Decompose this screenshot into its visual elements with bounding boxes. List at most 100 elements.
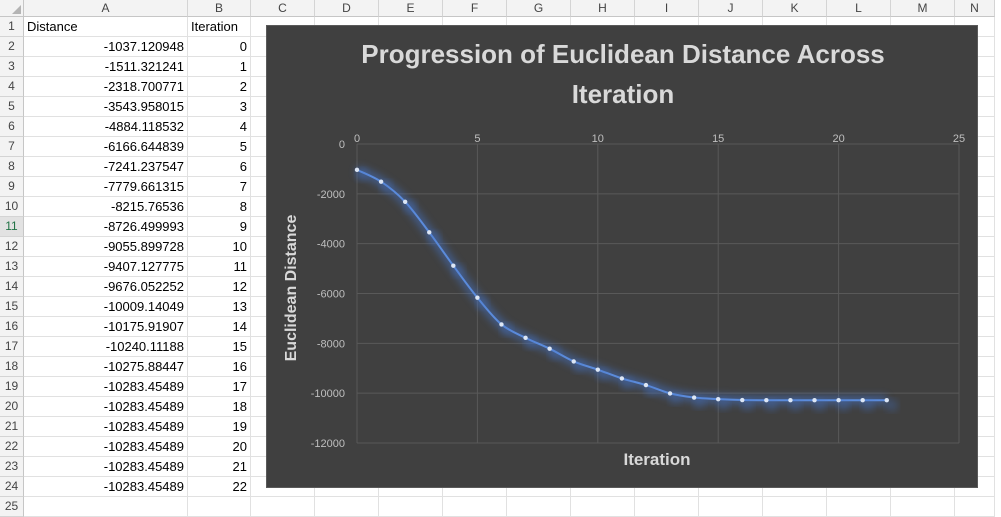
row-header-1[interactable]: 1 [0, 17, 24, 37]
chart-title[interactable]: Progression of Euclidean Distance Across… [361, 39, 885, 109]
cell-a9[interactable]: -7779.661315 [24, 177, 188, 197]
row-header-24[interactable]: 24 [0, 477, 24, 497]
data-point[interactable] [402, 199, 408, 204]
row-header-11[interactable]: 11 [0, 217, 24, 237]
cell-b9[interactable]: 7 [188, 177, 251, 197]
row-header-20[interactable]: 20 [0, 397, 24, 417]
cell-b23[interactable]: 21 [188, 457, 251, 477]
cell-e25[interactable] [379, 497, 443, 517]
row-header-2[interactable]: 2 [0, 37, 24, 57]
cell-b16[interactable]: 14 [188, 317, 251, 337]
cell-h25[interactable] [571, 497, 635, 517]
data-point[interactable] [740, 397, 745, 403]
cell-b7[interactable]: 5 [188, 137, 251, 157]
cell-b24[interactable]: 22 [188, 477, 251, 497]
cell-b20[interactable]: 18 [188, 397, 251, 417]
data-point[interactable] [691, 395, 697, 400]
column-header-d[interactable]: D [315, 0, 379, 17]
row-header-15[interactable]: 15 [0, 297, 24, 317]
row-header-16[interactable]: 16 [0, 317, 24, 337]
column-header-c[interactable]: C [251, 0, 315, 17]
cell-b25[interactable] [188, 497, 251, 517]
data-point[interactable] [571, 359, 576, 364]
row-header-21[interactable]: 21 [0, 417, 24, 437]
column-header-f[interactable]: F [443, 0, 507, 17]
cell-b1[interactable]: Iteration [188, 17, 251, 37]
cell-a14[interactable]: -9676.052252 [24, 277, 188, 297]
cell-a18[interactable]: -10275.88447 [24, 357, 188, 377]
cell-b2[interactable]: 0 [188, 37, 251, 57]
cell-a6[interactable]: -4884.118532 [24, 117, 188, 137]
column-header-b[interactable]: B [188, 0, 251, 17]
cell-b21[interactable]: 19 [188, 417, 251, 437]
column-header-j[interactable]: J [699, 0, 763, 17]
cell-b18[interactable]: 16 [188, 357, 251, 377]
series-line[interactable] [356, 168, 887, 402]
column-header-m[interactable]: M [891, 0, 955, 17]
data-point[interactable] [499, 322, 504, 327]
cell-j25[interactable] [699, 497, 763, 517]
cell-a17[interactable]: -10240.11188 [24, 337, 188, 357]
column-header-a[interactable]: A [24, 0, 188, 17]
cell-m25[interactable] [891, 497, 955, 517]
row-header-17[interactable]: 17 [0, 337, 24, 357]
row-header-12[interactable]: 12 [0, 237, 24, 257]
data-point[interactable] [354, 167, 360, 173]
row-header-19[interactable]: 19 [0, 377, 24, 397]
cell-a8[interactable]: -7241.237547 [24, 157, 188, 177]
cell-a23[interactable]: -10283.45489 [24, 457, 188, 477]
column-header-g[interactable]: G [507, 0, 571, 17]
data-point[interactable] [643, 382, 649, 388]
row-header-23[interactable]: 23 [0, 457, 24, 477]
data-point[interactable] [619, 376, 625, 381]
cell-b11[interactable]: 9 [188, 217, 251, 237]
cell-b6[interactable]: 4 [188, 117, 251, 137]
cell-a21[interactable]: -10283.45489 [24, 417, 188, 437]
cell-b10[interactable]: 8 [188, 197, 251, 217]
cell-n25[interactable] [955, 497, 995, 517]
data-point[interactable] [788, 398, 793, 403]
cell-l25[interactable] [827, 497, 891, 517]
data-point[interactable] [523, 335, 528, 341]
cell-b15[interactable]: 13 [188, 297, 251, 317]
cell-a12[interactable]: -9055.899728 [24, 237, 188, 257]
data-point[interactable] [547, 346, 552, 351]
cell-g25[interactable] [507, 497, 571, 517]
data-point[interactable] [812, 398, 817, 403]
cell-b19[interactable]: 17 [188, 377, 251, 397]
data-point[interactable] [836, 398, 841, 403]
cell-a3[interactable]: -1511.321241 [24, 57, 188, 77]
cell-a15[interactable]: -10009.14049 [24, 297, 188, 317]
cell-a25[interactable] [24, 497, 188, 517]
column-header-k[interactable]: K [763, 0, 827, 17]
data-point[interactable] [667, 391, 673, 396]
row-header-10[interactable]: 10 [0, 197, 24, 217]
cell-a7[interactable]: -6166.644839 [24, 137, 188, 157]
cell-b5[interactable]: 3 [188, 97, 251, 117]
column-header-e[interactable]: E [379, 0, 443, 17]
column-header-i[interactable]: I [635, 0, 699, 17]
data-point[interactable] [716, 396, 721, 402]
cell-a2[interactable]: -1037.120948 [24, 37, 188, 57]
data-point[interactable] [764, 398, 769, 403]
data-point[interactable] [595, 367, 600, 372]
cell-a1[interactable]: Distance [24, 17, 188, 37]
cell-a13[interactable]: -9407.127775 [24, 257, 188, 277]
row-header-5[interactable]: 5 [0, 97, 24, 117]
column-header-h[interactable]: H [571, 0, 635, 17]
cell-a24[interactable]: -10283.45489 [24, 477, 188, 497]
cell-b8[interactable]: 6 [188, 157, 251, 177]
row-header-4[interactable]: 4 [0, 77, 24, 97]
cell-b3[interactable]: 1 [188, 57, 251, 77]
cell-a4[interactable]: -2318.700771 [24, 77, 188, 97]
cell-f25[interactable] [443, 497, 507, 517]
row-header-6[interactable]: 6 [0, 117, 24, 137]
data-point[interactable] [475, 295, 480, 300]
cell-a5[interactable]: -3543.958015 [24, 97, 188, 117]
row-header-18[interactable]: 18 [0, 357, 24, 377]
cell-n24[interactable] [955, 477, 995, 497]
column-header-l[interactable]: L [827, 0, 891, 17]
row-header-14[interactable]: 14 [0, 277, 24, 297]
row-header-8[interactable]: 8 [0, 157, 24, 177]
cell-b12[interactable]: 10 [188, 237, 251, 257]
